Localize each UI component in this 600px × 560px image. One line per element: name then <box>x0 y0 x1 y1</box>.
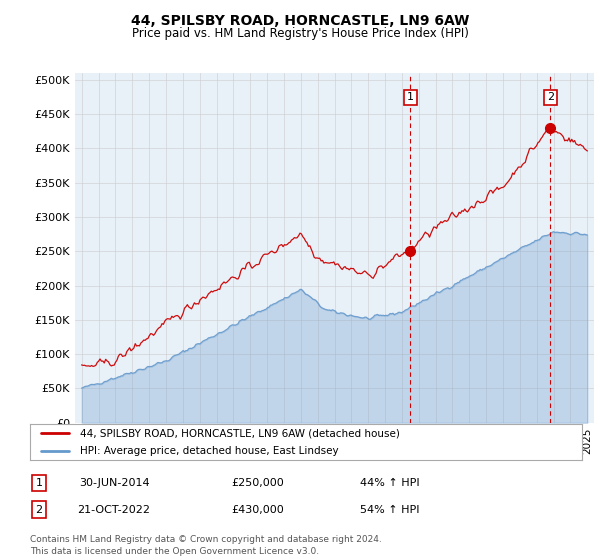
Text: Price paid vs. HM Land Registry's House Price Index (HPI): Price paid vs. HM Land Registry's House … <box>131 27 469 40</box>
Text: 54% ↑ HPI: 54% ↑ HPI <box>360 505 420 515</box>
Text: HPI: Average price, detached house, East Lindsey: HPI: Average price, detached house, East… <box>80 446 338 456</box>
Text: 1: 1 <box>407 92 414 102</box>
Text: 44, SPILSBY ROAD, HORNCASTLE, LN9 6AW: 44, SPILSBY ROAD, HORNCASTLE, LN9 6AW <box>131 14 469 28</box>
Text: 30-JUN-2014: 30-JUN-2014 <box>79 478 149 488</box>
Text: Contains HM Land Registry data © Crown copyright and database right 2024.
This d: Contains HM Land Registry data © Crown c… <box>30 535 382 556</box>
Text: £250,000: £250,000 <box>232 478 284 488</box>
Text: 44, SPILSBY ROAD, HORNCASTLE, LN9 6AW (detached house): 44, SPILSBY ROAD, HORNCASTLE, LN9 6AW (d… <box>80 428 400 438</box>
Text: 1: 1 <box>35 478 43 488</box>
Text: 21-OCT-2022: 21-OCT-2022 <box>77 505 151 515</box>
Text: 44% ↑ HPI: 44% ↑ HPI <box>360 478 420 488</box>
Text: 2: 2 <box>35 505 43 515</box>
Text: £430,000: £430,000 <box>232 505 284 515</box>
Text: 2: 2 <box>547 92 554 102</box>
